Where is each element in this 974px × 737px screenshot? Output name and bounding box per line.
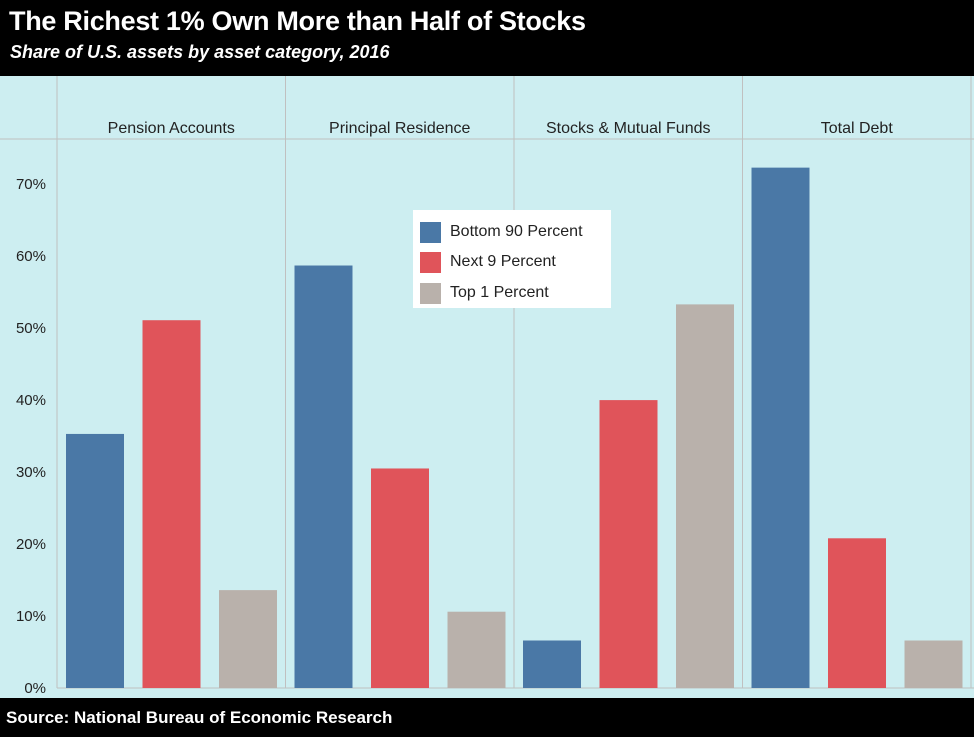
source-note: Source: National Bureau of Economic Rese… xyxy=(6,708,393,727)
legend-label: Bottom 90 Percent xyxy=(450,223,583,240)
facet-label: Pension Accounts xyxy=(108,120,235,137)
legend-swatch xyxy=(420,282,441,304)
chart-header: The Richest 1% Own More than Half of Sto… xyxy=(0,0,974,76)
y-tick-label: 10% xyxy=(16,608,46,625)
bar xyxy=(599,400,658,688)
legend-label: Top 1 Percent xyxy=(450,284,549,301)
plot-area: 0% 10% 20% 30% 40% 50% 60% 70% Pension Accounts P… xyxy=(0,76,974,698)
legend-label: Next 9 Percent xyxy=(450,253,556,270)
bar-chart: 0% 10% 20% 30% 40% 50% 60% 70% Pension Accounts P… xyxy=(0,76,974,697)
legend: Bottom 90 Percent Next 9 Percent Top 1 P… xyxy=(413,210,611,308)
facet-label: Principal Residence xyxy=(329,120,471,137)
facet-label: Total Debt xyxy=(821,120,894,137)
bar xyxy=(828,538,886,688)
y-tick-label: 20% xyxy=(16,536,46,553)
bar xyxy=(371,468,429,688)
legend-item-next-9: Next 9 Percent xyxy=(420,250,556,274)
bar xyxy=(676,304,734,688)
legend-swatch xyxy=(420,221,441,243)
bar xyxy=(751,167,810,689)
bar xyxy=(219,590,277,688)
y-tick-label: 50% xyxy=(16,320,46,337)
y-tick-label: 70% xyxy=(16,176,46,193)
facet-label: Stocks & Mutual Funds xyxy=(546,120,711,137)
y-tick-label: 30% xyxy=(16,464,46,481)
y-tick-label: 40% xyxy=(16,392,46,409)
legend-swatch xyxy=(420,251,441,273)
bar xyxy=(523,640,581,688)
legend-item-bottom-90: Bottom 90 Percent xyxy=(420,220,583,244)
bar xyxy=(447,611,506,688)
bar xyxy=(142,320,201,688)
bar xyxy=(294,265,353,688)
y-tick-label: 0% xyxy=(24,680,46,697)
bar xyxy=(66,433,124,688)
chart-title: The Richest 1% Own More than Half of Sto… xyxy=(9,6,586,36)
y-tick-label: 60% xyxy=(16,248,46,265)
legend-item-top-1: Top 1 Percent xyxy=(420,281,549,305)
chart-footer: Source: National Bureau of Economic Rese… xyxy=(0,698,974,737)
bar xyxy=(904,640,963,688)
chart-subtitle: Share of U.S. assets by asset category, … xyxy=(10,42,390,62)
